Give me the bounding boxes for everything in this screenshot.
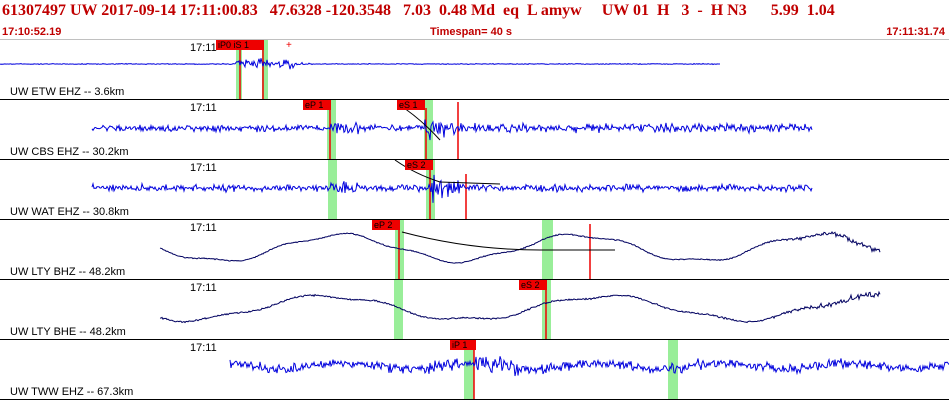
lty-bhe-station-label: UW LTY BHE -- 48.2km	[10, 326, 126, 338]
tww-station-label: UW TWW EHZ -- 67.3km	[10, 386, 134, 398]
tww-pick-window	[464, 340, 474, 399]
cbs-pick-window	[424, 100, 433, 159]
panel-tww[interactable]: iP 1 17:11 UW TWW EHZ -- 67.3km	[0, 340, 949, 400]
tww-trace	[229, 356, 949, 377]
lty-bhe-pick-flag[interactable]	[519, 280, 547, 290]
etw-trace	[0, 58, 720, 70]
event-title: 61307497 UW 2017-09-14 17:11:00.83 47.63…	[2, 2, 835, 19]
lty-bhe-pick-label: eS 2	[521, 280, 540, 290]
panel-lty-bhz[interactable]: eP 2 17:11 UW LTY BHZ -- 48.2km	[0, 220, 949, 280]
panel-wat[interactable]: eS 2 17:11 UW WAT EHZ -- 30.8km	[0, 160, 949, 220]
lty-bhz-trace	[159, 231, 881, 264]
wat-plot: eS 2	[91, 160, 813, 219]
tww-pick-label: iP 1	[452, 340, 467, 350]
etw-tick-label: 17:11	[190, 42, 217, 54]
lty-bhe-tick-label: 17:11	[190, 282, 217, 294]
cbs-plot: eP 1 eS 1	[91, 100, 813, 159]
etw-pick-window	[262, 40, 268, 99]
cbs-trace	[91, 119, 813, 141]
tww-plot: iP 1	[229, 340, 949, 399]
cbs-pick-flag[interactable]	[397, 100, 425, 110]
tww-tick-label: 17:11	[190, 342, 217, 354]
panel-etw[interactable]: iP0 iS 1 + 17:11 UW ETW EHZ -- 3.6km	[0, 40, 949, 100]
lty-bhz-station-label: UW LTY BHZ -- 48.2km	[10, 266, 126, 278]
wat-curve	[394, 160, 501, 185]
lty-bhz-curve	[401, 231, 615, 251]
etw-pick-window	[236, 40, 242, 99]
cbs-station-label: UW CBS EHZ -- 30.2km	[10, 146, 129, 158]
wat-pick-flag[interactable]	[405, 160, 433, 170]
etw-pick-flag[interactable]	[216, 40, 264, 50]
lty-bhz-tick-label: 17:11	[190, 222, 217, 234]
lty-bhz-plot: eP 2	[159, 220, 881, 279]
etw-plus-mark: +	[286, 40, 292, 51]
tww-pick-window	[668, 340, 678, 399]
etw-plot: iP0 iS 1 +	[0, 40, 720, 99]
cbs-pick-label: eS 1	[399, 100, 418, 110]
wat-station-label: UW WAT EHZ -- 30.8km	[10, 206, 129, 218]
lty-bhz-pick-label: eP 2	[374, 220, 392, 230]
lty-bhe-plot: eS 2	[159, 280, 881, 339]
cbs-pick-window	[327, 100, 336, 159]
timespan-label: Timespan= 40 s	[430, 26, 513, 38]
panel-lty-bhe[interactable]: eS 2 17:11 UW LTY BHE -- 48.2km	[0, 280, 949, 340]
lty-bhz-pick-flag[interactable]	[372, 220, 400, 230]
etw-pick-label: iP0 iS 1	[218, 40, 249, 50]
cbs-pick-flag[interactable]	[303, 100, 331, 110]
end-time: 17:11:31.74	[886, 26, 945, 38]
header-divider	[0, 39, 949, 40]
tww-pick-flag[interactable]	[450, 340, 476, 350]
cbs-tick-label: 17:11	[190, 102, 217, 114]
start-time: 17:10:52.19	[2, 26, 62, 38]
header-bar: 61307497 UW 2017-09-14 17:11:00.83 47.63…	[0, 0, 949, 40]
etw-station-label: UW ETW EHZ -- 3.6km	[10, 86, 125, 98]
wat-pick-window	[328, 160, 337, 219]
wat-trace	[91, 174, 813, 203]
cbs-pick-label: eP 1	[305, 100, 323, 110]
panel-cbs[interactable]: eP 1 eS 1 17:11 UW CBS EHZ -- 30.2km	[0, 100, 949, 160]
wat-tick-label: 17:11	[190, 162, 217, 174]
lty-bhe-pick-window	[394, 280, 403, 339]
lty-bhe-trace	[159, 290, 881, 324]
wat-pick-label: eS 2	[407, 160, 426, 170]
